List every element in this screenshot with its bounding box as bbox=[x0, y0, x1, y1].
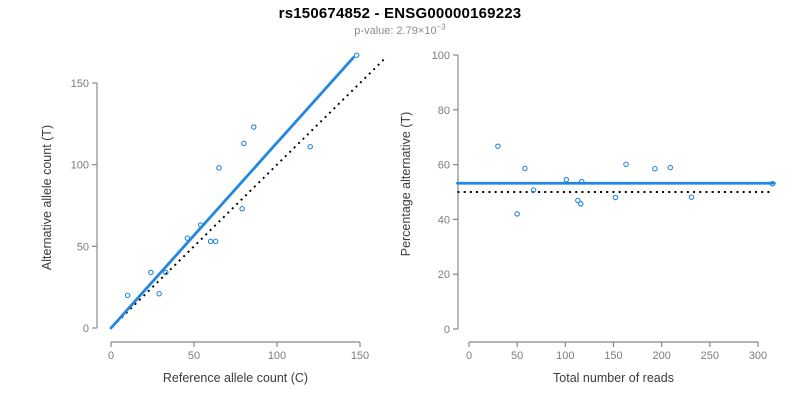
data-point bbox=[124, 292, 131, 299]
data-point bbox=[575, 197, 581, 204]
data-point bbox=[623, 161, 629, 168]
y-tick-label: 80 bbox=[438, 105, 450, 117]
x-tick-label: 0 bbox=[466, 350, 472, 362]
identity-line bbox=[111, 57, 386, 328]
y-tick-label: 0 bbox=[444, 324, 450, 336]
y-tick-label: 50 bbox=[77, 241, 89, 253]
x-tick-label: 150 bbox=[351, 350, 369, 362]
data-point bbox=[216, 165, 222, 171]
data-point bbox=[563, 176, 570, 183]
data-point bbox=[207, 238, 214, 245]
data-point bbox=[163, 269, 169, 276]
data-point bbox=[307, 143, 313, 150]
x-tick-label: 200 bbox=[652, 350, 670, 362]
y-tick-label: 0 bbox=[83, 323, 89, 335]
data-point bbox=[212, 238, 219, 245]
right-scatter-plot: 0 50 100 150 200 250 300 0 20 40 60 80 100 Total numb… bbox=[399, 50, 776, 385]
p-value-prefix: p-value: bbox=[354, 25, 397, 37]
data-point bbox=[769, 181, 776, 187]
data-point bbox=[522, 165, 528, 172]
data-point bbox=[197, 222, 204, 228]
data-point bbox=[577, 201, 584, 207]
x-axis-title: Reference allele count (C) bbox=[163, 371, 308, 385]
data-point bbox=[241, 140, 247, 147]
data-point bbox=[495, 143, 501, 149]
p-value-base: 2.79×10 bbox=[396, 25, 437, 37]
data-point bbox=[530, 187, 537, 193]
y-tick-label: 100 bbox=[432, 50, 450, 62]
x-tick-label: 50 bbox=[188, 350, 200, 362]
data-point bbox=[251, 124, 257, 130]
figure-title: rs150674852 - ENSG00000169223 bbox=[278, 5, 522, 22]
y-tick-label: 60 bbox=[438, 160, 450, 172]
x-tick-label: 150 bbox=[604, 350, 622, 362]
y-axis-title: Alternative allele count (T) bbox=[40, 125, 54, 270]
y-axis-title: Percentage alternative (T) bbox=[399, 112, 413, 257]
data-point bbox=[148, 269, 154, 276]
y-tick-label: 40 bbox=[438, 214, 450, 226]
data-point bbox=[688, 194, 695, 200]
x-tick-label: 100 bbox=[556, 350, 574, 362]
data-point bbox=[184, 235, 191, 241]
fit-line bbox=[109, 56, 355, 330]
left-scatter-plot: 0 50 100 150 0 50 100 150 Reference allele count… bbox=[40, 52, 386, 385]
data-point bbox=[514, 211, 520, 217]
x-tick-label: 50 bbox=[511, 350, 523, 362]
data-point bbox=[156, 290, 162, 297]
data-point bbox=[667, 164, 674, 171]
data-point bbox=[353, 52, 360, 58]
y-tick-label: 20 bbox=[438, 269, 450, 281]
figure-subtitle: p-value: 2.79×10−3 bbox=[0, 22, 800, 37]
x-tick-label: 300 bbox=[749, 350, 767, 362]
data-point bbox=[578, 178, 585, 185]
data-point bbox=[612, 194, 619, 201]
p-value-exponent: −3 bbox=[436, 22, 446, 32]
data-point bbox=[239, 206, 245, 212]
x-axis-title: Total number of reads bbox=[553, 371, 674, 385]
x-tick-label: 0 bbox=[108, 350, 114, 362]
x-tick-label: 250 bbox=[701, 350, 719, 362]
data-point bbox=[652, 165, 658, 172]
y-tick-label: 100 bbox=[71, 160, 89, 172]
x-tick-label: 100 bbox=[268, 350, 286, 362]
y-tick-label: 150 bbox=[71, 78, 89, 90]
